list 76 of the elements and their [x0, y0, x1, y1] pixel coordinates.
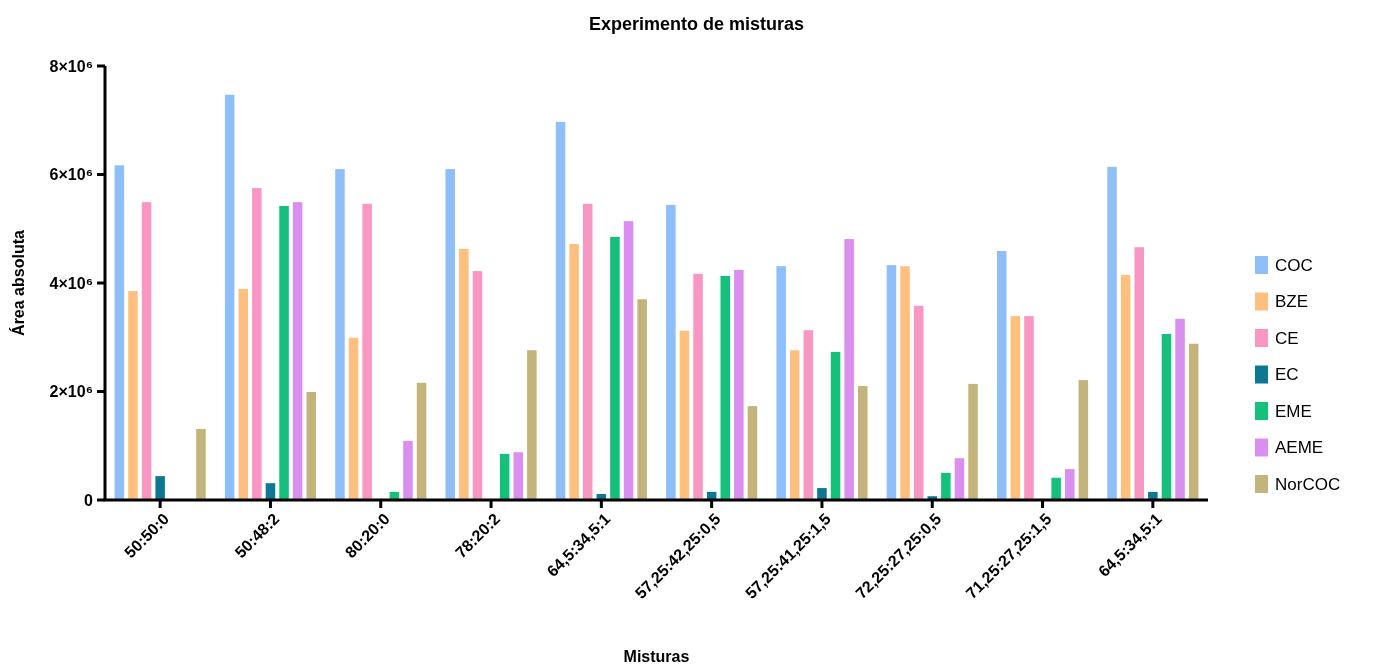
bar [362, 203, 372, 500]
bar [1107, 166, 1117, 500]
bar [637, 299, 647, 500]
legend-label: CE [1275, 328, 1299, 348]
legend-label: EME [1275, 401, 1312, 421]
bar [693, 273, 703, 500]
y-tick-label: 0 [84, 491, 94, 509]
bar [1010, 316, 1021, 500]
bar [666, 204, 676, 500]
bar [817, 488, 827, 500]
bar [1024, 316, 1034, 500]
bar [403, 440, 413, 500]
x-axis-title: Misturas [623, 648, 690, 665]
bar [155, 476, 165, 500]
y-tick-label: 2×10⁶ [49, 383, 93, 401]
bar [141, 202, 152, 500]
bar [720, 275, 731, 500]
bar [886, 265, 897, 500]
bar [900, 266, 910, 500]
bar [734, 269, 744, 500]
bar [416, 382, 427, 500]
bar [335, 169, 345, 500]
bar [1148, 491, 1158, 500]
bar [789, 350, 800, 500]
bar [555, 121, 566, 500]
bar [265, 483, 276, 500]
y-tick-label: 6×10⁶ [49, 166, 93, 184]
bar [196, 428, 206, 500]
bar [128, 291, 138, 500]
bar [292, 202, 303, 500]
bar [679, 330, 690, 500]
bar [1064, 469, 1075, 500]
bar [1051, 477, 1061, 500]
bar [527, 350, 537, 500]
bar [1134, 247, 1145, 500]
bar [954, 458, 965, 500]
legend-label: NorCOC [1275, 474, 1341, 494]
bar [968, 383, 978, 500]
bar [472, 271, 483, 500]
bar [114, 165, 125, 500]
bar [913, 305, 924, 500]
bar [459, 248, 469, 500]
bar [224, 94, 235, 500]
bar [1161, 334, 1172, 500]
bar [1120, 274, 1131, 500]
bar [582, 203, 593, 500]
bar [776, 266, 786, 500]
legend-label: BZE [1275, 292, 1309, 312]
bar [830, 351, 841, 500]
bar [445, 169, 456, 500]
y-axis-title: Área absoluta [9, 229, 27, 336]
bar [941, 472, 951, 500]
bar [844, 239, 854, 500]
y-tick-label: 4×10⁶ [49, 274, 93, 292]
bar [306, 392, 317, 500]
bar [857, 386, 868, 500]
bar [348, 337, 359, 500]
y-tick-label: 8×10⁶ [49, 57, 93, 75]
bar [1078, 380, 1089, 500]
bar [1175, 318, 1185, 500]
bar [238, 288, 249, 500]
bar [513, 452, 524, 500]
bar [610, 236, 620, 500]
bar [569, 243, 579, 500]
bar [623, 221, 634, 500]
legend-label: COC [1275, 255, 1313, 275]
bar [499, 453, 510, 500]
bar [747, 406, 758, 500]
bar [1188, 343, 1199, 500]
legend-label: EC [1275, 365, 1299, 385]
bar [252, 188, 262, 500]
bar [997, 250, 1007, 500]
chart-title: Experimento de misturas [588, 14, 805, 34]
bar [803, 330, 814, 500]
bar [279, 205, 289, 500]
legend-label: AEME [1275, 438, 1324, 458]
